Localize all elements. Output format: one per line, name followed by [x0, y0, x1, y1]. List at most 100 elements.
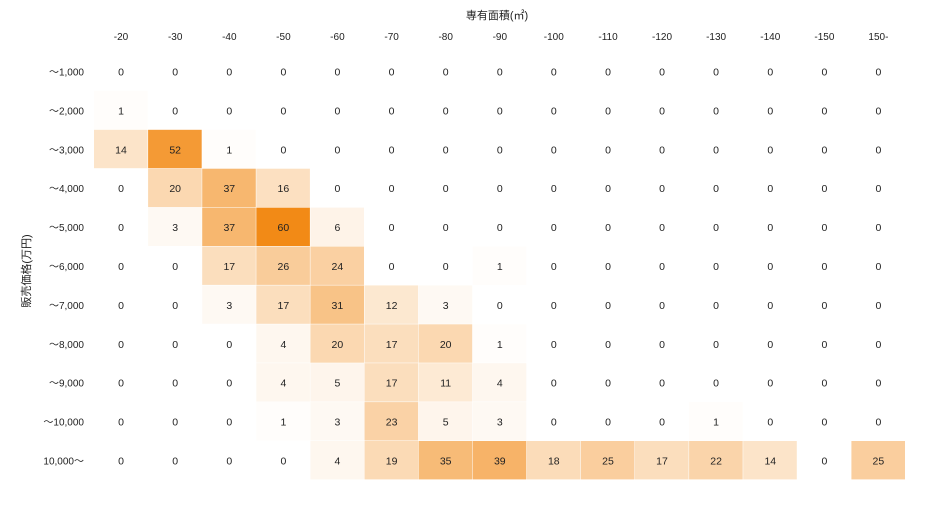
cell-value-label: 0 — [713, 300, 719, 312]
heatmap-cell — [689, 402, 743, 441]
cell-value-label: 19 — [386, 455, 398, 467]
cell-value-label: 1 — [280, 417, 286, 429]
cell-value-label: 0 — [875, 378, 881, 390]
cell-value-label: 20 — [440, 339, 452, 351]
cell-value-label: 0 — [605, 417, 611, 429]
cell-value-label: 0 — [334, 67, 340, 79]
cell-value-label: 0 — [118, 417, 124, 429]
heatmap-cell — [580, 441, 635, 480]
heatmap-cell — [256, 402, 310, 441]
cell-value-label: 0 — [767, 378, 773, 390]
heatmap-cell — [418, 441, 473, 480]
x-tick-label: -120 — [652, 32, 672, 43]
cell-value-label: 0 — [713, 144, 719, 156]
cell-value-label: 0 — [551, 183, 557, 195]
x-tick-label: -150 — [814, 32, 834, 43]
cell-value-label: 0 — [875, 339, 881, 351]
heatmap-cell-labels: 0 0 0 0 0 0 0 0 0 0 0 0 0 0 0 1 0 0 0 0 0 0 0 0 0 0 0 0 0 0 1 4 52 1 0 0 0 0 0… — [115, 67, 884, 468]
cell-value-label: 0 — [821, 222, 827, 234]
cell-value-label: 0 — [605, 261, 611, 273]
cell-value-label: 0 — [443, 105, 449, 117]
cell-value-label: 0 — [605, 222, 611, 234]
heatmap-cell — [364, 441, 419, 480]
cell-value-label: 0 — [172, 339, 178, 351]
cell-value-label: 0 — [118, 261, 124, 273]
cell-value-label: 0 — [821, 144, 827, 156]
cell-value-label: 0 — [443, 144, 449, 156]
x-tick-label: -90 — [493, 32, 508, 43]
heatmap-cell — [94, 129, 148, 169]
cell-value-label: 0 — [659, 183, 665, 195]
cell-value-label: 0 — [497, 183, 503, 195]
cell-value-label: 1 — [226, 144, 232, 156]
cell-value-label: 17 — [278, 300, 290, 312]
cell-value-label: 0 — [334, 105, 340, 117]
x-tick-label: -60 — [330, 32, 345, 43]
y-tick-label: 10,000～ — [43, 456, 84, 467]
cell-value-label: 5 — [443, 417, 449, 429]
heatmap-cell — [364, 402, 419, 441]
cell-value-label: 0 — [875, 144, 881, 156]
cell-value-label: 0 — [713, 105, 719, 117]
cell-value-label: 4 — [280, 339, 286, 351]
heatmap-cell — [310, 324, 364, 363]
cell-value-label: 60 — [278, 222, 290, 234]
cell-value-label: 52 — [169, 144, 181, 156]
cell-value-label: 11 — [440, 378, 451, 390]
heatmap-cell — [689, 441, 743, 480]
heatmap-cell — [472, 324, 527, 363]
cell-value-label: 0 — [875, 183, 881, 195]
x-tick-label: -130 — [706, 32, 726, 43]
heatmap-cell — [202, 246, 256, 285]
cell-value-label: 0 — [280, 105, 286, 117]
heatmap-cell — [310, 246, 364, 285]
cell-value-label: 0 — [821, 67, 827, 79]
cell-value-label: 0 — [605, 144, 611, 156]
cell-value-label: 5 — [334, 378, 340, 390]
cell-value-label: 0 — [659, 144, 665, 156]
x-axis-title: 専有面積(㎡) — [466, 8, 528, 22]
cell-value-label: 1 — [497, 261, 503, 273]
heatmap-cell — [148, 207, 202, 246]
cell-value-label: 0 — [767, 417, 773, 429]
cell-value-label: 0 — [551, 417, 557, 429]
cell-value-label: 0 — [172, 105, 178, 117]
x-tick-label: -30 — [168, 32, 183, 43]
x-tick-label: -110 — [598, 32, 618, 43]
cell-value-label: 20 — [169, 183, 181, 195]
y-tick-label: ～6,000 — [49, 262, 84, 273]
cell-value-label: 0 — [280, 455, 286, 467]
cell-value-label: 0 — [551, 105, 557, 117]
cell-value-label: 0 — [118, 378, 124, 390]
cell-value-label: 0 — [605, 183, 611, 195]
cell-value-label: 0 — [551, 222, 557, 234]
x-tick-label: -70 — [384, 32, 399, 43]
heatmap-cell — [472, 246, 527, 285]
cell-value-label: 0 — [551, 67, 557, 79]
cell-value-label: 0 — [659, 67, 665, 79]
cell-value-label: 0 — [605, 67, 611, 79]
heatmap-cell — [256, 363, 310, 402]
cell-value-label: 37 — [223, 222, 235, 234]
cell-value-label: 0 — [821, 339, 827, 351]
cell-value-label: 31 — [332, 300, 344, 312]
cell-value-label: 4 — [280, 378, 286, 390]
cell-value-label: 17 — [386, 339, 398, 351]
cell-value-label: 0 — [821, 261, 827, 273]
cell-value-label: 0 — [551, 339, 557, 351]
heatmap-cell — [743, 441, 797, 480]
heatmap-cell — [256, 324, 310, 363]
heatmap-cell — [418, 285, 473, 324]
cell-value-label: 22 — [710, 455, 722, 467]
cell-value-label: 0 — [875, 261, 881, 273]
heatmap-cells — [94, 90, 905, 480]
cell-value-label: 0 — [605, 105, 611, 117]
x-tick-label: -40 — [222, 32, 237, 43]
x-tick-label: -20 — [114, 32, 129, 43]
cell-value-label: 0 — [713, 339, 719, 351]
cell-value-label: 0 — [767, 67, 773, 79]
cell-value-label: 0 — [713, 222, 719, 234]
heatmap-cell — [310, 363, 364, 402]
y-tick-label: ～2,000 — [49, 106, 84, 117]
